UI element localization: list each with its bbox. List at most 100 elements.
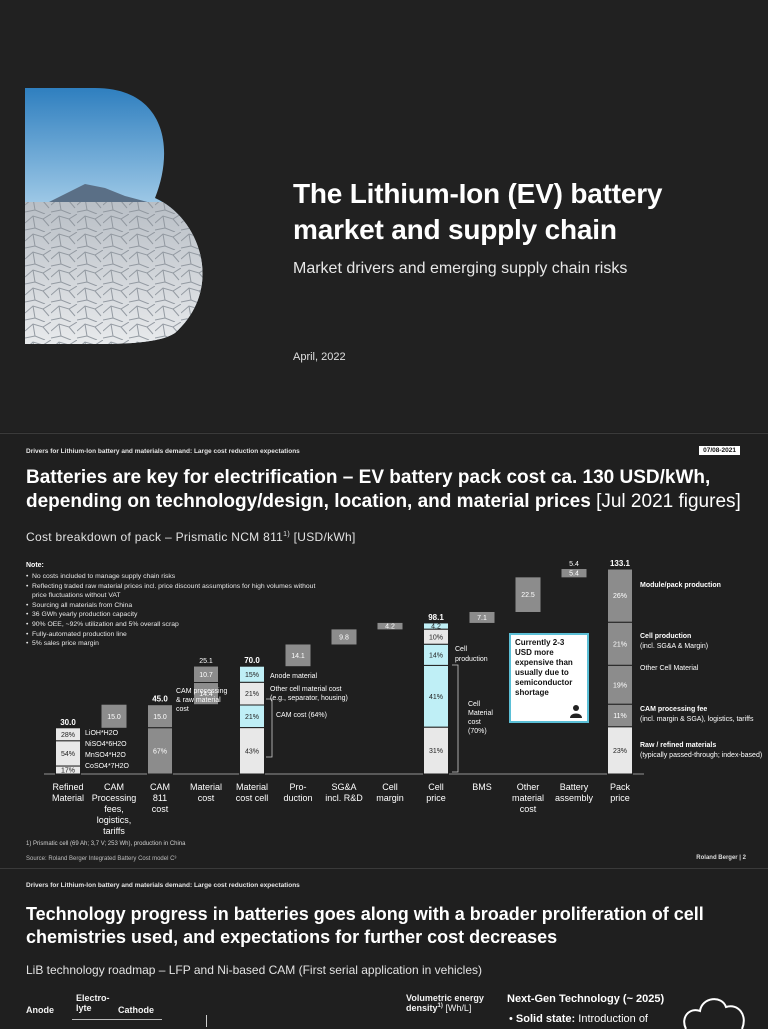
segment-label: 21%: [613, 641, 627, 648]
annotation-cell-material: (70%): [468, 728, 487, 735]
category-label: fees,: [104, 804, 124, 814]
category-label: cost cell: [236, 793, 269, 803]
bar-total-label: 98.1: [428, 613, 444, 622]
category-label: SG&A: [331, 782, 356, 792]
note-item: Fully-automated production line: [26, 630, 316, 640]
material-formula: NiSO4*6H2O: [85, 741, 127, 748]
slide-title: Batteries are key for electrification – …: [26, 466, 756, 514]
segment-label: 54%: [61, 751, 75, 758]
bar-segment: [423, 726, 449, 775]
column-anode: Anode: [26, 1005, 54, 1015]
material-formula: LiOH*H2O: [85, 730, 119, 737]
bar-value-label: 5.4: [569, 571, 579, 578]
segment-label: 28%: [61, 732, 75, 739]
category-label: Cell: [428, 782, 444, 792]
category-label: Material: [190, 782, 222, 792]
page-subtitle: Market drivers and emerging supply chain…: [293, 260, 628, 277]
category-label: Cell: [382, 782, 398, 792]
next-gen-heading: Next-Gen Technology (~ 2025): [507, 993, 665, 1005]
category-label: price: [426, 793, 446, 803]
bar-total-label: 30.0: [60, 718, 76, 727]
bar-value-label: 14.1: [291, 653, 305, 660]
category-label: CAM: [150, 782, 170, 792]
material-formula: MnSO4*H2O: [85, 752, 126, 759]
annotation-cam: cost: [176, 706, 189, 713]
chart-subtitle-unit: [USD/kWh]: [289, 530, 356, 544]
category-label: cost: [520, 804, 537, 814]
pack-legend-label: CAM processing fee: [640, 706, 707, 713]
segment-label: 21%: [245, 714, 259, 721]
annotation-cell-material: Material: [468, 710, 493, 717]
column-density-footnote: 1): [437, 1003, 443, 1009]
solid-state-bullet: • Solid state: Introduction of: [509, 1013, 648, 1025]
source-note: Source: Roland Berger Integrated Battery…: [26, 856, 177, 862]
footnote: 1) Prismatic cell (69 Ah; 3,7 V; 253 Wh)…: [26, 841, 186, 847]
bar-value-label: 7.1: [477, 615, 487, 622]
solid-state-label: Solid state:: [515, 1013, 576, 1025]
bar: [285, 644, 311, 667]
segment-label: 41%: [429, 694, 443, 701]
chart-subtitle: Cost breakdown of pack – Prismatic NCM 8…: [26, 530, 356, 544]
category-label: assembly: [555, 793, 594, 803]
note-item: 90% OEE, ~92% utilization and 5% overall…: [26, 620, 316, 630]
segment-label: 17%: [61, 768, 75, 775]
segment-label: 14%: [429, 652, 443, 659]
page-title: The Lithium-Ion (EV) battery market and …: [293, 178, 663, 245]
slide-subtitle: LiB technology roadmap – LFP and Ni-base…: [26, 963, 482, 977]
pack-legend-label: (incl. SG&A & Margin): [640, 643, 708, 650]
annotation-anode: Anode material: [270, 673, 318, 680]
bar-segment: [607, 726, 633, 775]
annotation-cam-cost: CAM cost (64%): [276, 712, 327, 719]
slide-title-suffix: [Jul 2021 figures]: [590, 491, 741, 512]
bar-value-label: 9.8: [339, 634, 349, 641]
segment-label: 26%: [613, 593, 627, 600]
annotation-other-cell: (e.g., separator, housing): [270, 695, 348, 702]
note-item: No costs included to manage supply chain…: [26, 572, 316, 582]
pack-legend-label: (typically passed-through; index-based): [640, 752, 762, 759]
category-label: 811: [153, 793, 167, 803]
date-badge: 07/08-2021: [699, 446, 740, 455]
annotation-cell-material: cost: [468, 719, 481, 726]
bar-segment: [55, 740, 81, 767]
category-label: cost: [152, 804, 169, 814]
note-item: 36 GWh yearly production capacity: [26, 610, 316, 620]
bar-value-label: 15.0: [107, 714, 121, 721]
bracket-cell-material: [452, 664, 459, 773]
bar: [331, 629, 357, 645]
title-slide: The Lithium-Ion (EV) battery market and …: [0, 0, 768, 432]
bar-total-label: 70.0: [244, 656, 260, 665]
category-label: tariffs: [103, 826, 125, 836]
roadmap-slide: Drivers for Lithium-Ion battery and mate…: [0, 868, 768, 1029]
segment-label: 4.2: [431, 624, 441, 631]
segment-label: 10.7: [199, 672, 213, 679]
bar-segment: [607, 664, 633, 705]
segment-label: 15.0: [153, 714, 167, 721]
category-label: Material: [52, 793, 84, 803]
breadcrumb: Drivers for Lithium-Ion battery and mate…: [26, 882, 300, 889]
logo-b-photo: [25, 88, 203, 344]
segment-label: 11%: [613, 713, 627, 720]
pack-legend-label: Cell production: [640, 633, 691, 640]
segment-label: 21%: [245, 691, 259, 698]
annotation-cell-material: Cell: [468, 701, 481, 708]
bar-segment: [239, 727, 265, 775]
segment-label: 31%: [429, 748, 443, 755]
category-label: BMS: [472, 782, 492, 792]
header-rule: [72, 1019, 162, 1020]
column-electrolyte: Electro-lyte: [76, 993, 110, 1013]
segment-label: 19%: [613, 682, 627, 689]
bar-total-label: 45.0: [152, 695, 168, 704]
segment-label: 67%: [153, 748, 167, 755]
category-label: Refined: [52, 782, 83, 792]
pack-legend-label: Other Cell Material: [640, 665, 699, 672]
segment-label: 43%: [245, 748, 259, 755]
bar-total-label: 25.1: [199, 658, 213, 665]
category-label: incl. R&D: [325, 793, 363, 803]
bar-value-label: 22.5: [521, 592, 535, 599]
category-label: Processing: [92, 793, 137, 803]
category-label: Pro-: [289, 782, 306, 792]
bar-total-label: 133.1: [610, 559, 631, 568]
bar-segment: [423, 664, 449, 728]
axis-tick: [206, 1015, 207, 1027]
note-heading: Note:: [26, 562, 44, 569]
